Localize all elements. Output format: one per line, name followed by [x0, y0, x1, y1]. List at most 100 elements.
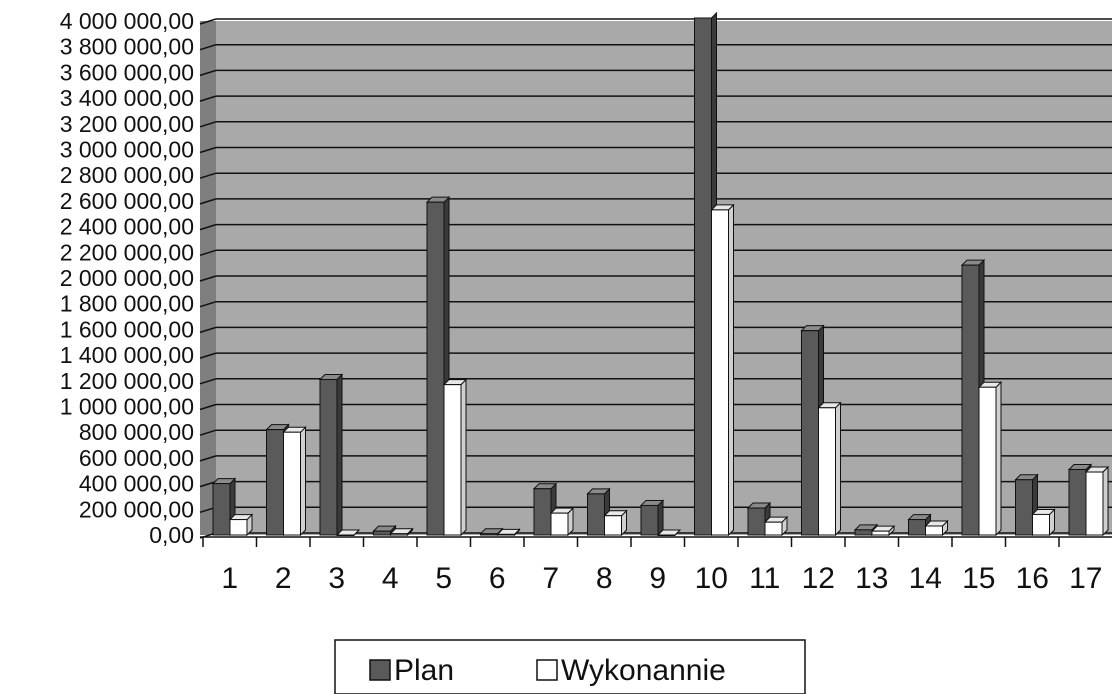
y-tick-label: 200 000,00: [79, 496, 194, 522]
x-category-label: 15: [962, 562, 995, 595]
y-tick-label: 3 600 000,00: [60, 59, 194, 85]
bar-wykonannie-4: [389, 527, 414, 537]
gridline: [199, 480, 217, 488]
bar-plan-2-front: [266, 429, 284, 536]
bar-plan-14-front: [908, 519, 926, 536]
gridline: [199, 403, 217, 411]
x-category-label: 4: [382, 562, 399, 595]
y-tick-label: 800 000,00: [79, 419, 194, 445]
y-tick-label: 3 400 000,00: [60, 85, 194, 111]
y-tick-label: 3 000 000,00: [60, 137, 194, 163]
bar-wykonannie-3: [335, 529, 361, 536]
legend-swatch-wykonannie: [536, 659, 558, 681]
bar-plan-9-front: [640, 504, 659, 536]
bar-wykonannie-5: [442, 378, 468, 537]
y-tick-label: 3 200 000,00: [60, 111, 194, 137]
bar-wykonannie-15-side: [995, 381, 1002, 537]
gridline: [199, 378, 217, 385]
x-category-label: 11: [749, 562, 780, 595]
y-tick-label: 400 000,00: [79, 471, 194, 497]
x-axis: [200, 536, 1112, 547]
bar-wykonannie-5-front: [443, 384, 462, 536]
bar-wykonannie-12-side: [835, 401, 841, 537]
bar-plan-9-side: [657, 499, 664, 537]
x-category-label: 12: [802, 562, 835, 595]
x-axis-category-labels: 1 2 3 4 5 6 7 8 9 10 11 12 13 14 15 16 17: [221, 562, 1102, 595]
bar-plan-7-front: [533, 488, 552, 536]
x-category-label: 16: [1016, 562, 1049, 595]
x-category-label: 13: [855, 562, 888, 595]
bar-plan-17-front: [1068, 468, 1087, 536]
gridline: [199, 455, 217, 462]
y-tick-label: 0,00: [149, 522, 194, 548]
bar-wykonannie-10-front: [711, 209, 729, 536]
bar-wykonannie-6-front: [497, 533, 515, 536]
y-tick-label: 1 600 000,00: [60, 316, 194, 342]
bar-wykonannie-6: [496, 528, 521, 537]
bar-plan-4-front: [373, 530, 391, 536]
bar-wykonannie-7: [549, 506, 575, 537]
bar-wykonannie-2: [282, 425, 307, 537]
bar-wykonannie-9: [656, 529, 682, 536]
gridline: [199, 300, 217, 308]
bar-wykonannie-5-side: [460, 378, 467, 537]
bar-wykonannie-4-front: [390, 533, 408, 536]
x-category-label: 9: [649, 562, 666, 595]
bar-wykonannie-8: [603, 509, 628, 537]
y-tick-label: 2 400 000,00: [60, 214, 194, 240]
gridline: [199, 198, 217, 205]
bar-plan-3-front: [319, 379, 338, 536]
bar-wykonannie-14: [924, 519, 949, 537]
bar-wykonannie-8-front: [604, 515, 622, 536]
bar-wykonannie-12-front: [818, 407, 836, 536]
bar-wykonannie-17-front: [1085, 471, 1104, 536]
bar-plan-6-front: [480, 533, 498, 536]
bar-plan-14: [907, 513, 932, 537]
bar-plan-1-front: [212, 483, 231, 536]
bar-wykonannie-10: [710, 203, 735, 537]
bar-wykonannie-15: [977, 381, 1003, 537]
x-category-label: 8: [596, 562, 613, 595]
y-tick-label: 1 800 000,00: [60, 291, 194, 317]
gridline: [199, 121, 217, 128]
bar-wykonannie-10-side: [728, 203, 734, 537]
y-tick-label: 1 400 000,00: [60, 342, 194, 368]
legend: Plan Wykonannie: [334, 639, 806, 694]
x-category-label: 6: [489, 562, 506, 595]
y-tick-label: 600 000,00: [79, 445, 194, 471]
bar-plan-10-front: [694, 17, 712, 536]
x-category-label: 10: [695, 562, 728, 595]
x-category-label: 7: [542, 562, 559, 595]
y-tick-label: 4 000 000,00: [60, 8, 194, 34]
gridline: [199, 249, 217, 257]
bar-plan-8-front: [587, 493, 605, 536]
y-tick-label: 2 800 000,00: [60, 162, 194, 188]
bar-wykonannie-14-front: [925, 525, 943, 536]
bar-wykonannie-17: [1084, 465, 1110, 537]
bar-wykonannie-15-front: [978, 386, 997, 536]
y-tick-label: 1 000 000,00: [60, 394, 194, 420]
bar-wykonannie-3-front: [336, 534, 355, 536]
bar-plan-9: [639, 499, 665, 537]
bar-wykonannie-2-front: [283, 431, 301, 536]
gridline: [199, 172, 217, 179]
bar-plan-3-side: [336, 373, 343, 537]
gridline: [199, 429, 217, 436]
bar-wykonannie-11: [763, 515, 789, 537]
gridline: [199, 95, 217, 102]
bar-wykonannie-2-side: [300, 425, 306, 537]
bar-plan-3: [318, 373, 344, 537]
gridline: [199, 352, 217, 359]
bar-wykonannie-7-front: [550, 512, 569, 536]
y-tick-label: 2 200 000,00: [60, 239, 194, 265]
gridline: [199, 69, 217, 77]
legend-label-wykonannie: Wykonannie: [561, 654, 726, 687]
gridline: [199, 43, 217, 51]
bar-plan-5-front: [426, 201, 445, 536]
bar-plan-16-front: [1015, 479, 1033, 536]
bar-plan-11-front: [747, 507, 766, 536]
bar-wykonannie-13: [870, 524, 896, 537]
x-category-label: 3: [328, 562, 345, 595]
